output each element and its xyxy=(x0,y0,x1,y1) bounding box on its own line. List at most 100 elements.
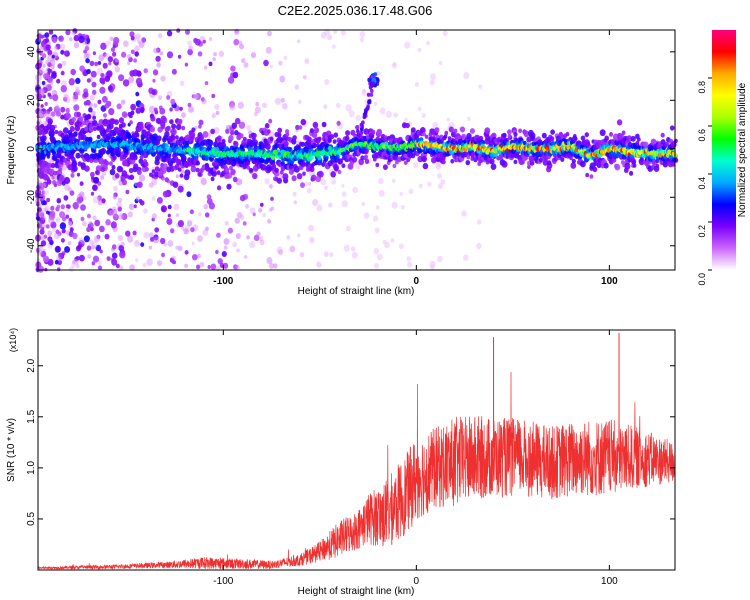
spectrogram-cell xyxy=(60,106,66,113)
spectrogram-cell xyxy=(169,165,175,172)
spectrogram-cell xyxy=(178,118,183,124)
spectrogram-cell xyxy=(373,101,378,106)
spectrogram-cell xyxy=(270,196,274,201)
spectrogram-cell xyxy=(213,52,217,57)
spectrogram-cell xyxy=(136,70,142,76)
spectrogram-cell xyxy=(170,228,175,234)
spectrogram-cell xyxy=(135,196,140,202)
spectrogram-cell xyxy=(69,37,73,42)
spectrogram-cell xyxy=(404,41,411,49)
spectrogram-cell xyxy=(215,266,221,272)
spectrogram-cell xyxy=(88,126,94,133)
spectrogram-cell xyxy=(121,122,126,128)
spectrogram-cell xyxy=(321,121,327,128)
spectrogram-cell xyxy=(249,241,256,249)
spectrogram-cell xyxy=(391,178,396,183)
spectrogram-cell xyxy=(92,51,96,56)
spectrogram-cell xyxy=(184,263,189,269)
spectrogram-ytick-label: -20 xyxy=(26,190,37,205)
spectrogram-cell xyxy=(90,171,95,178)
spectrogram-cell xyxy=(274,142,280,149)
spectrogram-cell xyxy=(175,245,179,250)
spectrogram-cell xyxy=(59,211,66,219)
spectrogram-cell xyxy=(198,212,202,217)
spectrogram-cell xyxy=(157,171,163,177)
spectrogram-cell xyxy=(52,151,56,157)
spectrogram-cell xyxy=(127,61,131,66)
spectrogram-cell xyxy=(270,206,275,211)
spectrogram-cell xyxy=(55,158,60,164)
snr-frame xyxy=(37,329,676,571)
spectrogram-cell xyxy=(190,165,197,173)
spectrogram-cell xyxy=(199,261,205,268)
spectrogram-cell xyxy=(370,129,376,135)
spectrogram-cell xyxy=(50,111,56,117)
spectrogram-cell xyxy=(300,182,305,189)
spectrogram-cell xyxy=(45,59,50,65)
spectrogram-cell xyxy=(78,35,85,44)
spectrogram-cell xyxy=(167,153,172,158)
spectrogram-cell xyxy=(255,157,261,163)
spectrogram-cell xyxy=(127,235,134,243)
spectrogram-cell xyxy=(53,46,58,51)
spectrogram-cell xyxy=(169,107,173,112)
spectrogram-cell xyxy=(234,264,240,271)
spectrogram-cell xyxy=(232,176,238,183)
spectrogram-cell xyxy=(57,63,63,69)
spectrogram-cell xyxy=(407,261,413,268)
spectrogram-cell xyxy=(63,93,69,100)
spectrogram-cell xyxy=(212,57,216,61)
spectrogram-cell xyxy=(160,205,167,213)
spectrogram-cell xyxy=(39,67,45,74)
spectrogram-cell xyxy=(158,33,163,39)
spectrogram-cell xyxy=(41,92,45,96)
spectrogram-cell xyxy=(150,115,156,122)
spectrogram-cell xyxy=(107,56,114,63)
spectrogram-cell xyxy=(129,174,135,181)
spectrogram-cell xyxy=(181,154,187,162)
spectrogram-cell xyxy=(626,135,633,143)
spectrogram-cell xyxy=(253,112,258,117)
spectrogram-cell xyxy=(46,197,50,203)
spectrogram-cell xyxy=(166,218,173,225)
spectrogram-cell xyxy=(93,103,98,108)
spectrogram-cell xyxy=(299,252,305,258)
spectrogram-cell xyxy=(309,237,315,244)
spectrogram-cell xyxy=(150,236,155,242)
spectrogram-cell xyxy=(446,117,451,122)
spectrogram-cell xyxy=(369,92,374,97)
spectrogram-cell xyxy=(54,245,61,253)
spectrogram-cell xyxy=(413,162,419,169)
spectrogram-xlabel: Height of straight line (km) xyxy=(298,286,415,297)
spectrogram-cell xyxy=(332,139,337,144)
spectrogram-cell xyxy=(549,136,555,142)
spectrogram-cell xyxy=(391,201,398,209)
spectrogram-cell xyxy=(215,249,219,255)
spectrogram-cell xyxy=(115,263,120,269)
spectrogram-cell xyxy=(636,137,641,142)
spectrogram-cell xyxy=(489,158,495,165)
spectrogram-cell xyxy=(94,61,98,67)
spectrogram-cell xyxy=(283,55,288,61)
spectrogram-cell xyxy=(112,194,117,200)
spectrogram-cell xyxy=(135,107,142,114)
spectrogram-cell xyxy=(204,212,210,218)
spectrogram-cell xyxy=(350,246,356,252)
spectrogram-cell xyxy=(97,200,103,206)
spectrogram-cell xyxy=(60,85,67,93)
spectrogram-cell xyxy=(616,151,621,156)
spectrogram-cell xyxy=(70,173,75,178)
spectrogram-cell xyxy=(573,136,578,141)
spectrogram-cell xyxy=(229,104,235,111)
spectrogram-cell xyxy=(51,54,55,59)
spectrogram-cell xyxy=(100,147,107,155)
spectrogram-cell xyxy=(274,167,279,173)
spectrogram-cell xyxy=(268,184,273,189)
spectrogram-cell xyxy=(188,45,193,51)
spectrogram-cell xyxy=(530,135,536,142)
spectrogram-cell xyxy=(95,170,100,175)
spectrogram-cell xyxy=(256,231,261,237)
spectrogram-cell xyxy=(214,165,219,170)
spectrogram-cell xyxy=(46,210,50,215)
spectrogram-cell xyxy=(55,104,60,109)
